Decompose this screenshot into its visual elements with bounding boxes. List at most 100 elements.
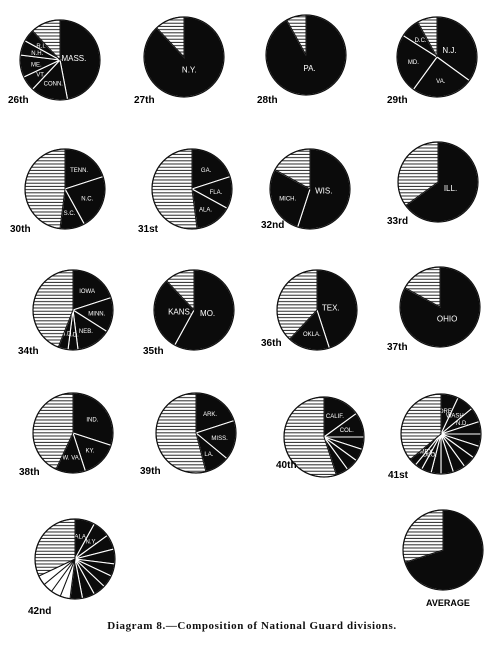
pie-40th: CALIF. COL. 40th: [276, 396, 365, 478]
pie-35th: MO. KANS. 35th: [143, 269, 235, 357]
pie-average: AVERAGE: [402, 509, 484, 608]
slice-label: CALIF.: [326, 414, 344, 420]
division-label: 38th: [19, 467, 40, 478]
division-label: 31st: [138, 224, 159, 235]
pie-outline: [269, 148, 351, 230]
slice-label: N.J.: [442, 46, 456, 55]
figure-caption: Diagram 8.—Composition of National Guard…: [107, 620, 397, 632]
slice-label: N.H.: [31, 51, 43, 57]
slice-label: D.C.: [415, 38, 427, 44]
pie-outline: [397, 141, 479, 223]
pie-outline: [155, 392, 237, 474]
pie-outline: [24, 148, 106, 230]
slice-label: MINN.: [88, 312, 105, 318]
slice-label: VT.: [36, 73, 45, 79]
division-label: 42nd: [28, 606, 51, 617]
pie-outline: [34, 518, 116, 600]
pie-39th: ARK. MISS. LA. 39th: [140, 392, 237, 477]
slice-label: TENN.: [70, 168, 88, 174]
slice-label: S.C.: [64, 211, 76, 217]
slice-label: IND.: [86, 417, 98, 423]
division-label: 29th: [387, 95, 408, 106]
division-label: 27th: [134, 95, 155, 106]
division-label: 36th: [261, 338, 282, 349]
slice-label: NEB.: [79, 329, 93, 335]
slice-label: N.Y.: [85, 540, 96, 546]
division-label: 32nd: [261, 220, 284, 231]
slice-label: IOWA: [79, 289, 95, 295]
slice-label: TEX.: [322, 303, 340, 312]
pie-outline: [283, 396, 365, 478]
slice-label: ILL.: [444, 184, 457, 193]
slice-label: OHIO: [437, 315, 457, 324]
slice-label: WIS.: [315, 187, 332, 196]
slice-label: ARK.: [203, 412, 217, 418]
pie-33rd: ILL. 33rd: [387, 141, 479, 227]
pie-outline: [276, 269, 358, 351]
slice-label: R.I.: [36, 44, 46, 50]
division-label: 30th: [10, 224, 31, 235]
slice-label: ALA.: [74, 534, 87, 540]
slice-label: MASS.: [61, 54, 86, 63]
slice-label: LA.: [204, 452, 213, 458]
slice-label: PA.: [303, 64, 315, 73]
pie-41st: ORE.WASH.N.D. COLO.N.MEX. 41st: [388, 393, 482, 481]
pie-30th: TENN. N.C. S.C. 30th: [10, 148, 106, 235]
division-label: 41st: [388, 470, 409, 481]
pie-28th: PA. 28th: [257, 14, 347, 106]
pie-slice-other: [24, 148, 66, 230]
pie-27th: N.Y. 27th: [134, 16, 225, 106]
slice-label: FLA.: [210, 190, 223, 196]
pie-outline: [265, 14, 347, 96]
slice-label: W. VA.: [63, 456, 81, 462]
slice-label: GA.: [201, 168, 212, 174]
slice-label: MD.: [408, 60, 419, 66]
division-label: 40th: [276, 460, 297, 471]
pie-outline: [153, 269, 235, 351]
slice-label: N.D.: [456, 421, 468, 427]
slice-label: KY.: [86, 449, 95, 455]
pie-31st: GA. FLA. ALA. 31st: [138, 148, 233, 235]
pie-slice-other: [151, 148, 198, 230]
pie-29th: N.J. VA. MD. D.C. 29th: [387, 16, 478, 106]
slice-label: MICH.: [279, 196, 296, 202]
pie-outline: [400, 393, 482, 475]
slice-label: N.C.: [81, 196, 93, 202]
slice-label: WASH.: [446, 414, 466, 420]
pie-outline: [399, 266, 481, 348]
division-label: 39th: [140, 466, 161, 477]
slice-label: OKLA.: [303, 332, 321, 338]
slice-label: N.Y.: [182, 66, 197, 75]
pie-36th: TEX. OKLA. 36th: [261, 269, 358, 351]
division-label: 33rd: [387, 216, 408, 227]
slice-label: N.MEX.: [414, 450, 435, 456]
pie-34th: IOWA MINN. NEB.S.D.N.D. 34th: [18, 269, 114, 357]
pie-outline: [143, 16, 225, 98]
pie-outline: [32, 269, 114, 351]
pie-38th: IND. KY. W. VA. 38th: [19, 392, 114, 478]
slice-label: ME.: [31, 62, 42, 68]
slice-label: VA.: [436, 79, 446, 85]
slice-label: S.D.: [67, 333, 79, 339]
pie-outline: [151, 148, 233, 230]
division-label: 26th: [8, 95, 29, 106]
division-label: 34th: [18, 346, 39, 357]
pie-outline: [396, 16, 478, 98]
pie-outline: [402, 509, 484, 591]
division-label: 28th: [257, 95, 278, 106]
slice-label: COL.: [340, 428, 354, 434]
slice-label: MO.: [200, 309, 215, 318]
slice-label: ALA.: [199, 207, 212, 213]
slice-label: CONN.: [44, 82, 64, 88]
pie-outline: [32, 392, 114, 474]
pie-37th: OHIO 37th: [387, 266, 481, 353]
slice-label: N.D.: [61, 332, 73, 338]
division-label: 35th: [143, 346, 164, 357]
pie-outline: [19, 19, 101, 101]
division-label: AVERAGE: [426, 598, 470, 608]
slice-label: MISS.: [211, 436, 228, 442]
slice-label: KANS.: [168, 307, 192, 316]
pie-32nd: WIS. MICH. 32nd: [261, 148, 351, 231]
